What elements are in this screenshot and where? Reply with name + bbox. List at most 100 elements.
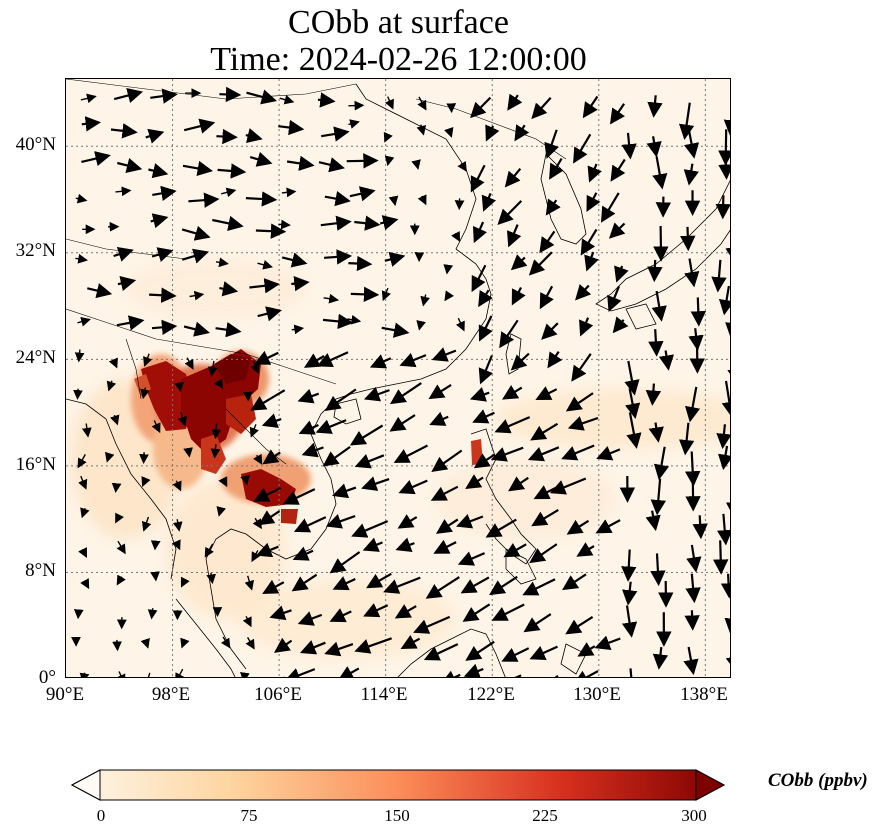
wind-arrow — [535, 675, 559, 677]
wind-arrow — [444, 126, 454, 138]
wind-vectors — [71, 86, 730, 677]
wind-arrow — [683, 646, 699, 676]
wind-arrow — [645, 383, 662, 406]
wind-arrow — [565, 392, 594, 412]
wind-arrow — [81, 423, 92, 438]
wind-arrow — [204, 543, 214, 558]
wind-arrow — [529, 645, 558, 660]
wind-arrow — [257, 260, 273, 270]
wind-arrow — [600, 192, 620, 223]
wind-arrow — [257, 306, 282, 322]
wind-arrow — [648, 329, 664, 357]
wind-arrow — [320, 215, 352, 231]
wind-arrow — [594, 635, 621, 650]
wind-arrow — [686, 544, 702, 573]
wind-arrow — [362, 537, 383, 552]
wind-arrow — [506, 224, 522, 248]
wind-arrow — [595, 519, 621, 534]
wind-arrow — [111, 482, 122, 493]
wind-arrow — [110, 414, 120, 426]
wind-arrow — [717, 513, 730, 546]
wind-arrow — [75, 253, 88, 264]
wind-arrow — [652, 156, 668, 190]
wind-arrow — [324, 388, 357, 411]
wind-arrow — [182, 160, 213, 176]
wind-arrow — [457, 551, 486, 566]
wind-arrow — [715, 195, 730, 220]
wind-arrow — [206, 572, 216, 585]
y-tick-label: 32°N — [15, 240, 56, 261]
wind-arrow — [389, 414, 416, 432]
wind-arrow — [269, 605, 292, 621]
wind-arrow — [150, 540, 161, 551]
wind-arrow — [572, 670, 599, 677]
wind-arrow — [530, 422, 559, 441]
wind-arrow — [529, 543, 558, 564]
map-subtitle-time: Time: 2024-02-26 12:00:00 — [210, 41, 587, 78]
wind-arrow — [139, 452, 149, 464]
wind-arrow — [444, 290, 454, 302]
wind-arrow — [354, 454, 385, 469]
wind-arrow — [174, 381, 185, 393]
wind-arrow — [481, 192, 497, 212]
wind-arrow — [621, 605, 638, 638]
wind-arrow — [348, 119, 360, 129]
wind-arrow — [151, 319, 178, 336]
wind-arrow — [110, 123, 138, 139]
wind-arrow — [348, 255, 373, 272]
wind-arrow — [75, 193, 88, 204]
wind-arrow — [716, 424, 730, 450]
wind-arrow — [245, 637, 255, 650]
wind-arrow — [215, 322, 242, 338]
wind-arrow — [249, 278, 280, 294]
wind-arrow — [690, 297, 707, 327]
y-tick-label: 0° — [38, 667, 56, 688]
wind-arrow — [283, 676, 285, 677]
wind-arrow — [455, 317, 465, 332]
wind-arrow — [596, 446, 621, 461]
wind-arrow — [388, 195, 399, 207]
wind-arrow — [189, 290, 205, 301]
x-tick-label: 106°E — [254, 684, 302, 705]
wind-arrow — [177, 412, 188, 427]
wind-arrow — [514, 124, 530, 142]
wind-arrow — [316, 351, 349, 368]
wind-arrow — [652, 646, 669, 670]
wind-arrow — [145, 128, 165, 144]
wind-arrow — [113, 246, 134, 262]
wind-arrow — [80, 507, 90, 519]
wind-arrow — [184, 357, 194, 370]
wind-arrow — [363, 603, 389, 618]
wind-arrow — [626, 412, 642, 449]
wind-arrow — [349, 424, 384, 446]
wind-arrow — [172, 480, 182, 492]
wind-arrow — [141, 476, 151, 487]
wind-arrow — [394, 604, 417, 619]
wind-arrow — [685, 573, 701, 604]
wind-arrow — [297, 388, 320, 404]
wind-arrow — [576, 542, 595, 557]
wind-arrow — [220, 636, 231, 649]
wind-arrow — [645, 510, 661, 532]
wind-arrow — [470, 96, 492, 119]
wind-arrow — [297, 611, 323, 626]
wind-arrow — [443, 264, 454, 275]
wind-arrow — [183, 118, 216, 134]
colorbar-label: CObb (ppbv) — [768, 770, 868, 791]
wind-arrow — [281, 252, 308, 268]
wind-arrow — [685, 386, 701, 423]
wind-arrow — [566, 519, 590, 535]
wind-arrow — [211, 423, 222, 440]
y-tick-label: 24°N — [15, 347, 56, 368]
wind-arrow — [255, 223, 287, 239]
wind-arrow — [210, 444, 221, 459]
wind-arrow — [624, 360, 640, 396]
wind-arrow — [291, 324, 305, 335]
x-tick-label: 130°E — [573, 684, 621, 705]
wind-arrow — [648, 422, 664, 443]
wind-arrow — [528, 251, 553, 276]
wind-arrow — [74, 349, 85, 363]
wind-arrow — [561, 444, 595, 461]
wind-arrow — [299, 640, 326, 655]
wind-arrow — [567, 416, 599, 431]
